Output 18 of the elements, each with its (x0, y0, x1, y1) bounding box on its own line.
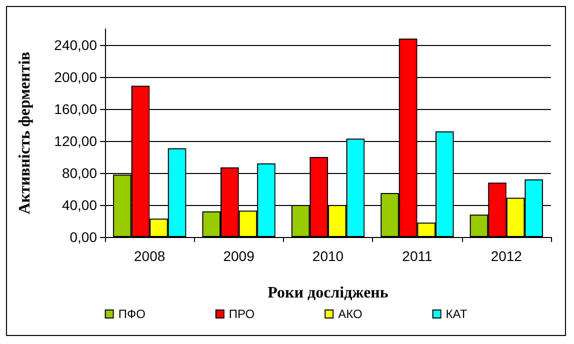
x-tick-label: 2010 (312, 248, 344, 264)
legend-label: ПРО (228, 307, 255, 321)
legend-label: КАТ (446, 307, 468, 321)
y-tick-label: 40,00 (62, 197, 98, 213)
legend-label: ПФО (118, 307, 146, 321)
x-tick-label: 2008 (134, 248, 166, 264)
y-tick-label: 80,00 (62, 165, 98, 181)
legend-label: АКО (338, 307, 362, 321)
x-tick-label: 2011 (402, 248, 432, 264)
x-tick-label: 2012 (490, 248, 522, 264)
y-tick-label: 120,00 (54, 133, 98, 149)
x-tick-label: 2009 (223, 248, 255, 264)
y-tick-label: 160,00 (54, 101, 98, 117)
y-tick-label: 0,00 (70, 229, 98, 245)
x-axis-title: Роки досліджень (268, 284, 389, 302)
y-axis-title: Активність ферментів (16, 51, 34, 214)
y-tick-label: 200,00 (54, 69, 98, 85)
y-tick-label: 240,00 (54, 37, 98, 53)
